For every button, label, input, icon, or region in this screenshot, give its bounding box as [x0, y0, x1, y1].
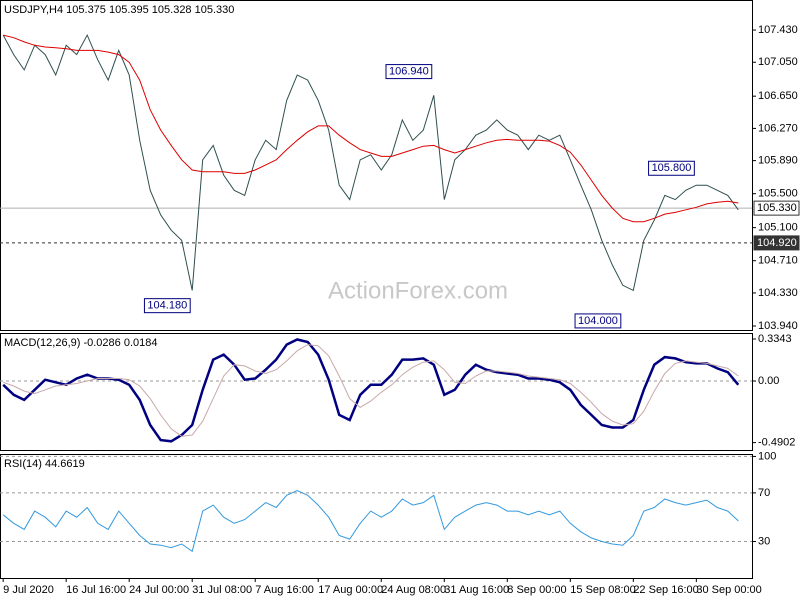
panel-title: USDJPY,H4 105.375 105.395 105.328 105.33… — [4, 4, 234, 16]
annotation-box — [385, 64, 433, 80]
watermark: ActionForex.com — [328, 277, 508, 304]
panel-frame — [0, 454, 753, 579]
y-tick-label: 106.270 — [758, 122, 798, 134]
y-tick-label: 107.050 — [758, 56, 798, 68]
x-tick-label: 7 Aug 16:00 — [255, 584, 314, 596]
annotation-label: 104.180 — [147, 300, 187, 312]
y-tick-label: 0.3343 — [758, 333, 792, 345]
y-tick-label: 106.650 — [758, 90, 798, 102]
series-line — [3, 344, 739, 437]
x-tick-label: 31 Aug 16:00 — [444, 584, 509, 596]
series-line — [2, 338, 740, 443]
y-tick-label: 107.430 — [758, 24, 798, 36]
x-tick-label: 16 Jul 16:00 — [66, 584, 126, 596]
x-tick-label: 17 Aug 00:00 — [318, 584, 383, 596]
y-tick-label: 70 — [758, 487, 770, 499]
panel-title: RSI(14) 44.6619 — [4, 458, 85, 470]
price-label-box — [753, 235, 800, 251]
panel-frame — [0, 0, 753, 331]
series-line — [2, 489, 739, 553]
x-tick-label: 9 Jul 2020 — [3, 584, 54, 596]
panel-frame — [0, 333, 753, 451]
price-label-box — [753, 200, 800, 216]
x-tick-label: 30 Sep 00:00 — [696, 584, 761, 596]
x-tick-label: 24 Aug 08:00 — [381, 584, 446, 596]
y-tick-label: 0.00 — [758, 375, 779, 387]
x-tick-label: 15 Sep 08:00 — [570, 584, 635, 596]
x-tick-label: 31 Jul 08:00 — [192, 584, 252, 596]
panel-title: MACD(12,26,9) -0.0286 0.0184 — [4, 337, 157, 349]
y-tick-label: 103.940 — [758, 320, 798, 332]
annotation-box — [648, 160, 695, 176]
x-tick-label: 8 Sep 00:00 — [507, 584, 566, 596]
x-tick-label: 22 Sep 16:00 — [633, 584, 698, 596]
series-line — [3, 34, 739, 223]
annotation-label: 105.800 — [652, 162, 692, 174]
annotation-label: 106.940 — [389, 65, 429, 77]
annotation-box — [574, 313, 622, 329]
y-tick-label: 105.100 — [758, 222, 798, 234]
annotation-box — [143, 298, 191, 314]
y-tick-label: 30 — [758, 535, 770, 547]
x-tick-label: 24 Jul 00:00 — [129, 584, 189, 596]
y-tick-label: 100 — [758, 450, 776, 462]
y-tick-label: -0.4902 — [758, 437, 795, 449]
y-tick-label: 105.500 — [758, 188, 798, 200]
price-label: 105.330 — [757, 202, 797, 214]
series-line — [2, 33, 739, 292]
annotation-label: 104.000 — [578, 315, 618, 327]
y-tick-label: 104.330 — [758, 287, 798, 299]
price-label: 104.920 — [757, 237, 797, 249]
y-tick-label: 105.890 — [758, 155, 798, 167]
y-tick-label: 104.710 — [758, 255, 798, 267]
